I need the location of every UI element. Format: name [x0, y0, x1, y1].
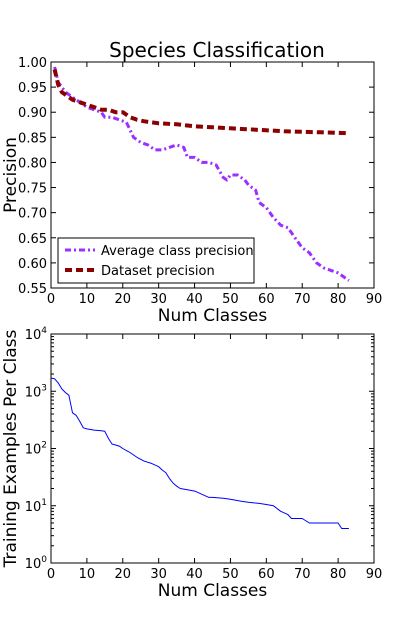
x-tick-label: 20: [115, 567, 132, 582]
series-line-dataset-precision: [52, 69, 349, 136]
x-axis-ticks: 0 10 20 30 40 50 60 70 80 90: [47, 334, 382, 582]
y-tick-label: 0.95: [18, 81, 47, 96]
legend-box: [57, 237, 255, 284]
y-tick-label: 103: [25, 383, 47, 400]
plot-frame: [50, 333, 375, 564]
x-tick-label: 30: [150, 567, 167, 582]
y-tick-label: 0.65: [18, 232, 47, 247]
x-tick-label: 90: [366, 567, 383, 582]
series-line-average-class-precision: [53, 66, 350, 282]
y-tick-label: 0.70: [18, 207, 47, 222]
x-tick-label: 20: [115, 292, 132, 307]
y-axis-ticks: 100 101 102 103 104: [25, 326, 374, 572]
legend-entry-dataset-precision: Dataset precision: [101, 264, 215, 279]
y-axis-label: Precision: [1, 137, 21, 213]
x-tick-label: 40: [186, 567, 203, 582]
x-tick-label: 60: [258, 292, 275, 307]
y-tick-label: 0.90: [18, 106, 47, 121]
x-tick-label: 10: [79, 292, 96, 307]
x-tick-label: 50: [222, 567, 239, 582]
x-axis-ticks: 0 10 20 30 40 50 60 70 80 90: [47, 62, 382, 307]
x-tick-label: 80: [330, 567, 347, 582]
series-lines: [52, 66, 350, 282]
precision-chart: Species Classification 0 10 20 30 40 50 60 70 80…: [1, 38, 382, 326]
plot-frame: [50, 61, 375, 289]
y-tick-label: 1.00: [18, 56, 47, 71]
y-tick-label: 0.85: [18, 131, 47, 146]
y-tick-label: 104: [25, 326, 48, 343]
y-tick-label: 102: [25, 441, 47, 458]
x-tick-label: 80: [330, 292, 347, 307]
x-axis-label: Num Classes: [158, 306, 268, 326]
x-tick-label: 60: [258, 567, 275, 582]
series-lines: [50, 377, 349, 529]
y-tick-label: 0.55: [18, 282, 47, 297]
x-tick-label: 40: [186, 292, 203, 307]
x-tick-label: 0: [47, 567, 55, 582]
y-tick-label: 101: [25, 498, 47, 515]
y-tick-label: 0.60: [18, 257, 47, 272]
chart-title: Species Classification: [109, 38, 325, 62]
x-tick-label: 30: [150, 292, 167, 307]
y-tick-label: 100: [25, 555, 48, 572]
series-line-1: [50, 377, 349, 529]
x-tick-label: 70: [294, 292, 311, 307]
y-axis-ticks: 0.55 0.60 0.65 0.70 0.75 0.80 0.85 0.90 0.95 1.00: [18, 56, 374, 297]
x-tick-label: 0: [47, 292, 55, 307]
legend-entry-average-class-precision: Average class precision: [101, 244, 254, 259]
x-tick-label: 70: [294, 567, 311, 582]
x-tick-label: 50: [222, 292, 239, 307]
y-axis-label: Training Examples Per Class: [1, 329, 21, 568]
y-tick-label: 0.75: [18, 182, 47, 197]
x-tick-label: 10: [79, 567, 96, 582]
x-axis-label: Num Classes: [158, 581, 268, 601]
legend: Average class precision Dataset precisio…: [57, 237, 255, 284]
y-tick-label: 0.80: [18, 156, 47, 171]
training-examples-chart: 0 10 20 30 40 50 60 70 80 90 100 101 102 103 104 Num …: [1, 326, 382, 601]
x-tick-label: 90: [366, 292, 383, 307]
